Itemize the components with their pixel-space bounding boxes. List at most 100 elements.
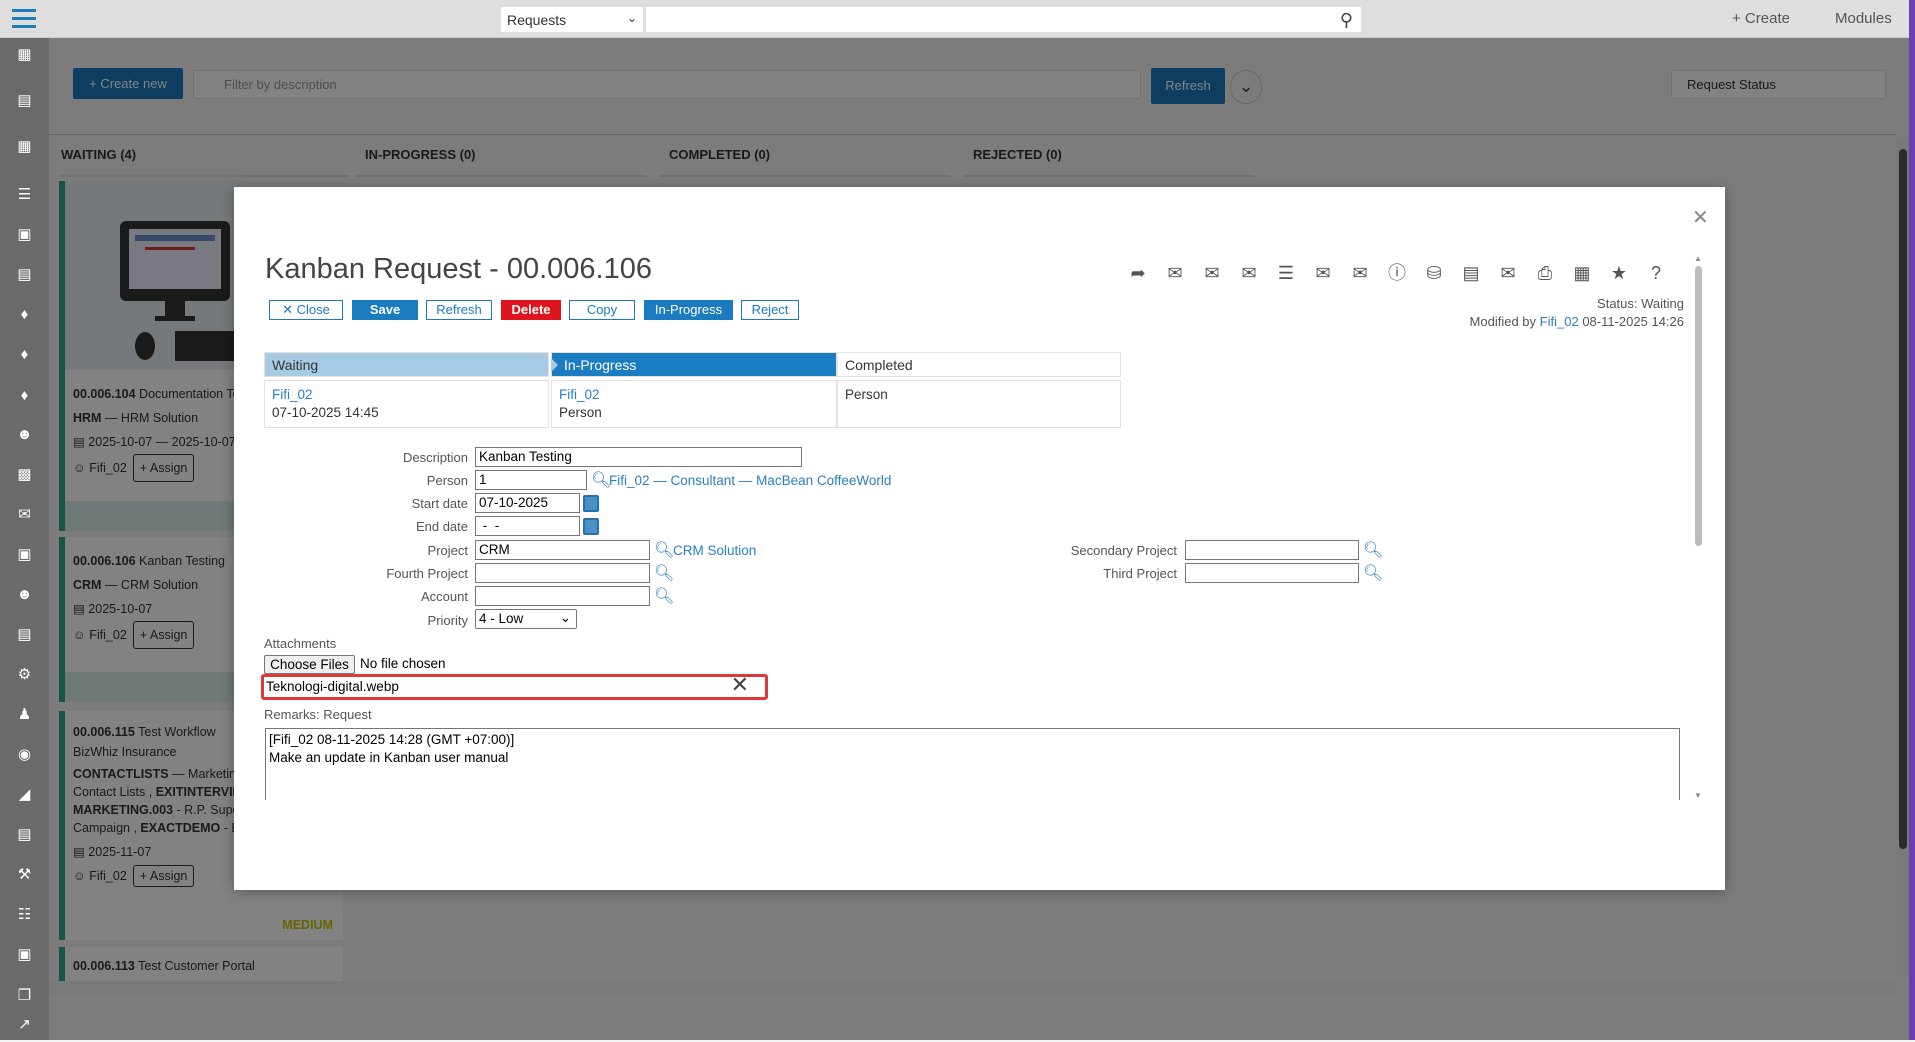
building-icon[interactable]: ▦ — [17, 46, 32, 63]
calendar-icon[interactable]: ▣ — [17, 546, 32, 563]
lookup-icon[interactable]: 🔍︎ — [591, 472, 612, 489]
copy-button[interactable]: Copy — [569, 300, 635, 320]
stage-user-link[interactable]: Fifi_02 — [272, 387, 313, 402]
stage-user-link[interactable]: Fifi_02 — [559, 387, 600, 402]
lookup-icon[interactable]: 🔍︎ — [654, 588, 675, 605]
modal-close-icon[interactable]: ✕ — [1692, 207, 1709, 229]
lookup-icon[interactable]: 🔍︎ — [654, 565, 675, 582]
modules-link[interactable]: Modules — [1835, 10, 1892, 27]
global-search-input[interactable]: ⚲ — [645, 6, 1362, 33]
people-icon[interactable]: ☻ — [16, 426, 33, 443]
person-link[interactable]: Fifi_02 — Consultant — MacBean CoffeeWor… — [609, 473, 892, 488]
box-icon[interactable]: ▣ — [17, 946, 32, 963]
people-icon[interactable]: ♟ — [17, 706, 32, 723]
mail-open-icon[interactable]: ✉ — [1241, 263, 1257, 283]
group-icon[interactable]: ☻ — [16, 586, 33, 603]
fourth-project-input[interactable] — [475, 563, 650, 583]
secondary-project-input[interactable] — [1185, 540, 1359, 560]
remove-attachment-icon[interactable]: ✕ — [730, 672, 749, 697]
calendar-icon[interactable] — [583, 495, 599, 512]
board-refresh-button[interactable]: Refresh — [1151, 68, 1225, 104]
fourth-project-label: Fourth Project — [386, 566, 468, 581]
lookup-icon[interactable]: 🔍︎ — [654, 542, 675, 559]
card-project: HRM — [73, 411, 102, 425]
card-project-name: - R.P. Super — [173, 803, 244, 817]
checklist-icon[interactable]: ☰ — [17, 186, 32, 203]
mail-send-icon[interactable]: ✉ — [1500, 263, 1516, 283]
assign-button[interactable]: + Assign — [132, 454, 195, 482]
gears-icon[interactable]: ⚙ — [17, 666, 32, 683]
filter-input[interactable]: Filter by description — [193, 70, 1141, 99]
print-icon[interactable]: ⎙ — [1537, 263, 1553, 283]
mail-stack-icon[interactable]: ✉ — [1315, 263, 1331, 283]
star-icon[interactable]: ★ — [1610, 263, 1628, 283]
search-icon[interactable]: ⚲ — [1339, 10, 1353, 30]
news-icon[interactable]: ▤ — [17, 826, 32, 843]
module-select[interactable]: Requests ⌄ — [500, 6, 644, 33]
puzzle-icon[interactable]: ♦ — [20, 306, 29, 323]
account-input[interactable] — [475, 586, 650, 606]
chart-icon[interactable]: ◢ — [18, 786, 31, 803]
mail-rss-icon[interactable]: ✉ — [1167, 263, 1183, 283]
modified-user-link[interactable]: Fifi_02 — [1539, 314, 1579, 329]
divider — [660, 175, 950, 177]
start-date-input[interactable]: 07-10-2025 — [475, 493, 580, 513]
person-input[interactable]: 1 — [475, 470, 587, 490]
hierarchy-icon[interactable]: ☷ — [17, 906, 32, 923]
calendar-icon[interactable]: ▣ — [17, 226, 32, 243]
assign-button[interactable]: + Assign — [132, 865, 195, 887]
forward-icon[interactable]: ➦ — [1130, 263, 1146, 283]
help-icon[interactable]: ? — [1650, 263, 1661, 283]
modal-scrollbar[interactable]: ▲ ▼ — [1694, 254, 1702, 800]
checklist-icon[interactable]: ☰ — [1277, 263, 1295, 283]
request-status-select[interactable]: Request Status — [1671, 70, 1886, 99]
third-project-input[interactable] — [1185, 563, 1359, 583]
arrow-icon[interactable]: ↗ — [18, 1016, 31, 1033]
project-input[interactable]: CRM — [475, 540, 650, 560]
wrench-icon[interactable]: ⚒ — [17, 866, 32, 883]
reject-button[interactable]: Reject — [741, 300, 799, 320]
mail-info-icon[interactable]: ✉ — [1204, 263, 1220, 283]
puzzle-icon[interactable]: ♦ — [20, 387, 29, 404]
contact-card-icon[interactable]: ▤ — [17, 626, 32, 643]
remarks-textarea[interactable]: [Fifi_02 08-11-2025 14:28 (GMT +07:00)] … — [265, 728, 1680, 800]
assign-button[interactable]: + Assign — [132, 621, 195, 649]
create-new-button[interactable]: + Create new — [73, 68, 183, 99]
briefcase-icon[interactable]: ▩ — [17, 466, 32, 483]
priority-select[interactable]: 4 - Low ⌄ — [475, 609, 577, 629]
puzzle-icon[interactable]: ♦ — [20, 346, 29, 363]
refresh-button[interactable]: Refresh — [426, 300, 492, 320]
mail-open-icon[interactable]: ✉ — [18, 506, 31, 523]
description-label: Description — [402, 450, 468, 465]
mail-attach-icon[interactable]: ✉ — [1352, 263, 1368, 283]
save-button[interactable]: Save — [352, 300, 418, 320]
lookup-icon[interactable]: 🔍︎ — [1363, 565, 1384, 582]
description-input[interactable]: Kanban Testing — [475, 447, 802, 467]
coins-icon[interactable]: ◉ — [17, 746, 32, 763]
project-label: Project — [427, 543, 468, 558]
horizontal-scrollbar[interactable] — [49, 981, 1897, 994]
card-person: Fifi_02 — [89, 869, 127, 883]
create-link[interactable]: + Create — [1732, 10, 1790, 27]
close-button[interactable]: ✕ Close — [269, 300, 343, 320]
vertical-scrollbar[interactable] — [1897, 139, 1909, 977]
hamburger-menu-icon[interactable] — [12, 9, 36, 29]
chevron-down-icon[interactable]: ⌄ — [1230, 70, 1262, 104]
list-icon[interactable]: ▤ — [17, 266, 32, 283]
in-progress-button[interactable]: In-Progress — [644, 300, 733, 320]
delete-button[interactable]: Delete — [501, 300, 561, 320]
database-icon[interactable]: ⛁ — [1426, 263, 1442, 283]
form-add-icon[interactable]: ▦ — [1573, 263, 1591, 283]
attachment-filename[interactable]: Teknologi-digital.webp — [266, 679, 399, 694]
kanban-card[interactable]: 00.006.113 Test Customer Portal — [59, 947, 343, 981]
grid-icon[interactable]: ▦ — [17, 138, 32, 155]
report-icon[interactable]: ▤ — [1462, 263, 1480, 283]
project-link[interactable]: CRM Solution — [673, 543, 757, 558]
calendar-icon[interactable] — [583, 518, 599, 535]
end-date-input[interactable]: - - — [475, 516, 580, 536]
lookup-icon[interactable]: 🔍︎ — [1363, 542, 1384, 559]
choose-files-button[interactable]: Choose Files — [264, 655, 355, 674]
info-icon[interactable]: ⓘ — [1388, 263, 1406, 283]
layout-icon[interactable]: ▤ — [17, 92, 32, 109]
windows-icon[interactable]: ❐ — [17, 987, 32, 1004]
